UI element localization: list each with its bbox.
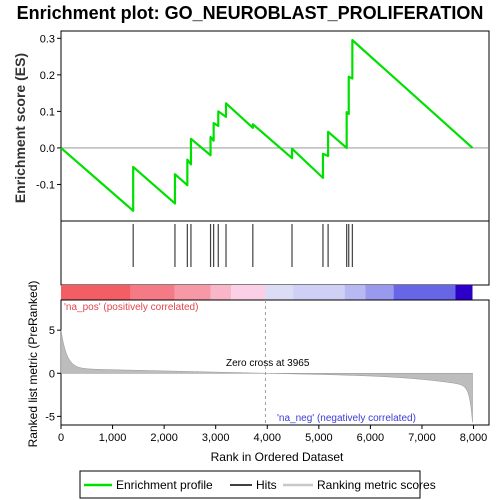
color-bar-segment xyxy=(130,285,175,300)
x-axis: 0 1,000 2,000 3,000 4,000 5,000 6,000 7,000 8,00… xyxy=(58,425,487,444)
metric-plot-frame xyxy=(60,299,490,426)
hits-panel-frame xyxy=(60,220,490,286)
es-tick-label: 0.1 xyxy=(40,106,55,118)
color-bar-segment xyxy=(231,285,266,300)
color-bar-segment xyxy=(61,285,131,300)
color-bar-segment xyxy=(210,285,232,300)
x-tick-label: 2,000 xyxy=(150,432,178,444)
x-tick-label: 5,000 xyxy=(305,432,333,444)
zero-cross-label: Zero cross at 3965 xyxy=(226,358,310,369)
es-tick-label: 0.3 xyxy=(40,33,55,45)
ranking-color-bar xyxy=(61,285,473,300)
hits-group xyxy=(132,224,353,267)
legend: Enrichment profile Hits Ranking metric sco… xyxy=(84,478,436,492)
metric-axis-label: Ranked list metric (PreRanked) xyxy=(26,281,40,448)
metric-tick-label: -5 xyxy=(45,411,55,423)
color-bar-segment xyxy=(174,285,211,300)
ranking-metric-group xyxy=(60,300,473,425)
legend-ranking-metric-label: Ranking metric scores xyxy=(317,478,436,492)
es-tick-label: -0.1 xyxy=(36,179,55,191)
x-tick-label: 0 xyxy=(58,432,64,444)
legend-enrichment-profile-label: Enrichment profile xyxy=(116,478,213,492)
ranking-metric-area xyxy=(60,329,473,423)
es-plot-frame xyxy=(60,30,490,222)
x-tick-label: 7,000 xyxy=(408,432,436,444)
color-bar-segment xyxy=(344,285,366,300)
color-bar-segment xyxy=(455,285,473,300)
color-bar-segment xyxy=(293,285,345,300)
enrichment-profile-line xyxy=(60,39,474,212)
x-tick-label: 8,000 xyxy=(460,432,488,444)
color-bar-segment xyxy=(365,285,394,300)
x-tick-label: 3,000 xyxy=(202,432,230,444)
es-axis: -0.1 0.0 0.1 0.2 0.3 xyxy=(36,33,61,191)
es-tick-label: 0.0 xyxy=(40,143,55,155)
es-tick-label: 0.2 xyxy=(40,70,55,82)
x-axis-label: Rank in Ordered Dataset xyxy=(211,450,344,464)
es-axis-label: Enrichment score (ES) xyxy=(12,53,28,203)
legend-hits-label: Hits xyxy=(256,478,277,492)
x-tick-label: 1,000 xyxy=(99,432,127,444)
enrichment-profile-group xyxy=(60,39,489,212)
color-bar-segment xyxy=(393,285,456,300)
x-tick-label: 6,000 xyxy=(357,432,385,444)
negative-correlation-label: 'na_neg' (negatively correlated) xyxy=(277,413,416,424)
chart-title: Enrichment plot: GO_NEUROBLAST_PROLIFERA… xyxy=(17,3,484,23)
x-tick-label: 4,000 xyxy=(253,432,281,444)
metric-axis: -5 0 5 xyxy=(45,325,61,423)
metric-tick-label: 0 xyxy=(49,368,55,380)
metric-tick-label: 5 xyxy=(49,325,55,337)
color-bar-segment xyxy=(265,285,294,300)
positive-correlation-label: 'na_pos' (positively correlated) xyxy=(64,302,198,313)
